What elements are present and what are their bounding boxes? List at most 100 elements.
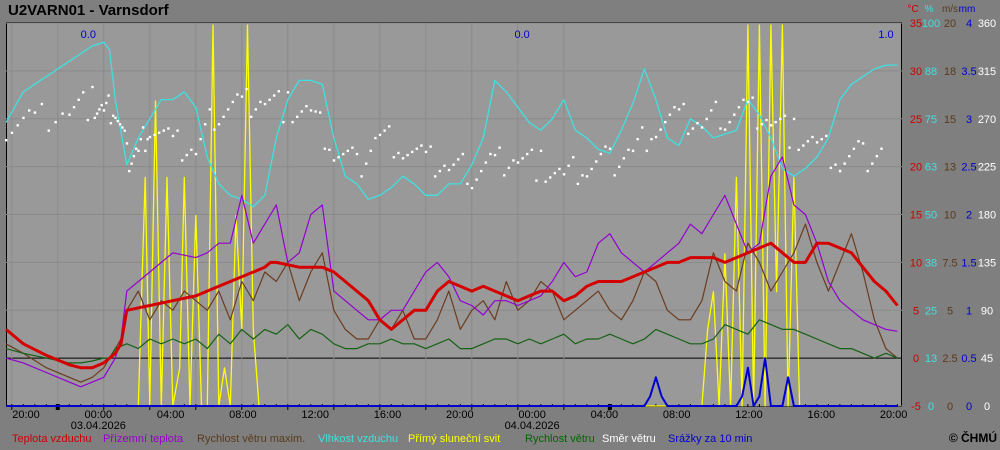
wind-direction-dot	[553, 172, 557, 175]
x-date-label: 03.04.2026	[71, 420, 126, 432]
wind-direction-dot	[222, 115, 225, 119]
wind-direction-dot	[22, 116, 25, 120]
wind-direction-dot	[480, 169, 483, 173]
wind-direction-dot	[194, 152, 198, 156]
wind-direction-dot	[751, 96, 754, 99]
wind-direction-dot	[526, 152, 529, 156]
wind-direction-dot	[139, 137, 142, 141]
wind-direction-dot	[811, 135, 814, 139]
wind-axis-label: 5	[947, 305, 953, 317]
temp-axis-label: 15	[910, 210, 922, 222]
wind-direction-dot	[608, 147, 612, 150]
precip-axis-label: 0	[966, 401, 972, 413]
precip-total-label: 0.0	[514, 29, 529, 41]
wind-direction-dot	[710, 109, 713, 112]
wind-direction-dot	[530, 148, 534, 152]
temp-axis-label: 20	[910, 162, 922, 174]
wind-direction-dot	[723, 128, 727, 131]
wind-direction-dot	[622, 157, 626, 160]
direction-axis-label: 360	[978, 18, 996, 30]
wind-direction-dot	[539, 149, 543, 153]
x-tick-label: 08:00	[229, 409, 257, 421]
precip-line	[6, 357, 898, 407]
wind-direction-dot	[286, 91, 290, 94]
wind-direction-dot	[180, 159, 184, 162]
legend-item: Rychlost větru maxim.	[197, 433, 306, 445]
wind-direction-dot	[861, 142, 865, 145]
wind-direction-dot	[677, 108, 681, 111]
wind-direction-dot	[457, 158, 460, 161]
wind-direction-dot	[68, 113, 71, 116]
wind-direction-dot	[319, 111, 322, 114]
wind-direction-dot	[28, 109, 31, 112]
precip-axis-label: 0.5	[961, 353, 976, 365]
wind-direction-dot	[240, 95, 244, 98]
wind-direction-dot	[604, 145, 607, 148]
wind-direction-dot	[236, 93, 239, 96]
wind-direction-dot	[132, 154, 136, 158]
humidity-axis-label: 50	[925, 210, 937, 222]
wind-direction-dot	[332, 159, 336, 162]
wind-direction-dot	[489, 152, 492, 156]
wind-direction-dot	[401, 157, 405, 160]
axis-unit-header: %	[925, 4, 934, 15]
wind-direction-dot	[650, 137, 653, 141]
wind-direction-dot	[880, 147, 883, 150]
wind-direction-dot	[107, 94, 110, 97]
wind-direction-dot	[374, 136, 377, 140]
wind-axis-label: 0	[947, 401, 953, 413]
precip-axis-label: 2.5	[961, 162, 976, 174]
precip-axis-label: 3.5	[961, 66, 976, 78]
station-title: U2VARN01 - Varnsdorf	[8, 2, 169, 19]
wind-direction-dot	[779, 117, 782, 121]
wind-direction-dot	[392, 156, 396, 159]
wind-direction-dot	[95, 112, 99, 115]
wind-direction-dot	[123, 129, 126, 132]
precip-total-label: 0.0	[81, 29, 96, 41]
x-tick-label: 16:00	[808, 409, 836, 421]
wind-direction-dot	[452, 163, 455, 166]
wind-direction-dot	[654, 135, 658, 139]
copyright: © ČHMÚ	[948, 431, 997, 445]
wind-speed-line	[5, 319, 898, 364]
wind-direction-dot	[199, 137, 202, 141]
wind-direction-dot	[470, 186, 474, 190]
temp-axis-label: 0	[913, 353, 919, 365]
wind-direction-dot	[342, 152, 345, 156]
wind-direction-dot	[171, 134, 175, 138]
wind-direction-dot	[875, 154, 879, 158]
wind-direction-dot	[572, 156, 575, 159]
wind-direction-dot	[203, 123, 207, 126]
wind-direction-dot	[309, 109, 313, 112]
wind-direction-dot	[10, 131, 14, 134]
wind-direction-dot	[636, 137, 639, 141]
wind-direction-dot	[631, 149, 635, 153]
wind-direction-dot	[599, 152, 603, 156]
wind-direction-dot	[461, 152, 465, 156]
axis-unit-header: m/s	[942, 4, 958, 15]
ground-temp-line	[5, 156, 898, 388]
wind-direction-dot	[259, 100, 262, 104]
wind-direction-dot	[549, 176, 552, 179]
wind-direction-dot	[351, 146, 354, 149]
wind-direction-dot	[245, 87, 248, 91]
direction-axis-label: 0	[984, 401, 990, 413]
humidity-axis-label: 63	[925, 162, 937, 174]
wind-direction-dot	[111, 114, 115, 117]
legend-item: Přízemní teplota	[103, 433, 184, 445]
temp-axis-label: 10	[910, 257, 922, 269]
wind-direction-dot	[705, 117, 708, 121]
wind-direction-dot	[109, 122, 113, 125]
wind-direction-dot	[728, 120, 731, 124]
wind-direction-dot	[466, 182, 469, 186]
wind-direction-dot	[213, 128, 216, 131]
wind-direction-dot	[190, 148, 193, 152]
precip-axis-label: 4	[966, 18, 972, 30]
wind-direction-dot	[388, 125, 391, 128]
wind-direction-dot	[148, 135, 152, 139]
wind-direction-dot	[93, 116, 96, 120]
wind-direction-dot	[415, 147, 419, 150]
wind-direction-dot	[167, 127, 170, 130]
wind-direction-dot	[659, 128, 662, 131]
